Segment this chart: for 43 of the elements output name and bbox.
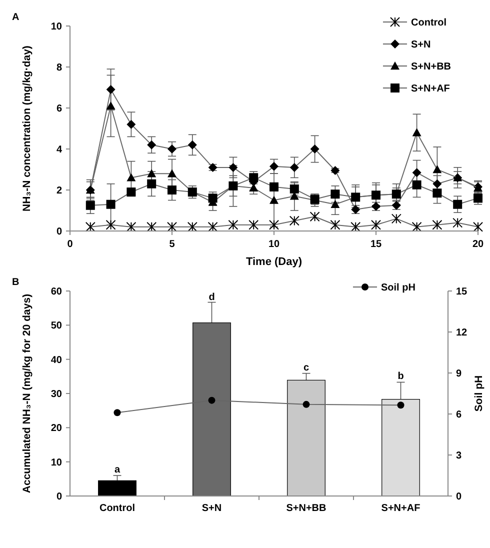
x-tick-label: 20	[472, 239, 484, 250]
y-tick-label: 8	[56, 62, 62, 74]
y-tick-label: 60	[50, 286, 62, 298]
x-tick-label: S+N+BB	[286, 503, 326, 514]
annotation: c	[303, 362, 310, 374]
x-axis-title: Time (Day)	[246, 256, 302, 268]
annotation: d	[208, 292, 215, 303]
y2-tick-label: 15	[456, 286, 468, 298]
y2-tick-label: 9	[456, 368, 462, 380]
x-tick-label: 0	[67, 239, 74, 250]
y-tick-label: 40	[50, 354, 62, 366]
y-tick-label: 10	[50, 22, 62, 32]
y-axis-title: NH₃-N concentration (mg/kg·day)	[21, 46, 33, 212]
x-tick-label: Control	[99, 503, 136, 514]
annotation: a	[114, 464, 120, 476]
text: B	[12, 277, 20, 288]
y-tick-label: 6	[56, 104, 62, 114]
y-tick-label: 0	[56, 492, 62, 502]
text: A	[12, 12, 20, 23]
y2-tick-label: 12	[456, 328, 468, 338]
y2-tick-label: 3	[456, 450, 462, 462]
y-axis-title: Accumulated NH₃-N (mg/kg for 20 days)	[21, 294, 33, 494]
y-tick-label: 0	[56, 226, 62, 238]
y-tick-label: 4	[56, 144, 62, 156]
y-tick-label: 2	[56, 186, 62, 196]
legend-label: S+N+AF	[411, 84, 450, 94]
y-tick-label: 10	[50, 457, 62, 468]
legend-label: S+N+BB	[411, 62, 452, 72]
annotation: b	[398, 371, 404, 382]
y2-axis-title: Soil pH	[473, 375, 485, 412]
y-tick-label: 20	[50, 423, 62, 434]
x-tick-label: 15	[370, 239, 382, 250]
x-tick-label: 5	[169, 239, 176, 250]
legend-label: Soil pH	[381, 282, 416, 294]
x-tick-label: S+N+AF	[381, 503, 420, 514]
legend-label: Control	[411, 18, 447, 28]
legend-label: S+N	[411, 40, 431, 50]
y-tick-label: 50	[50, 320, 62, 332]
y2-tick-label: 0	[456, 492, 462, 502]
x-tick-label: S+N	[202, 503, 222, 514]
y2-tick-label: 6	[456, 410, 462, 420]
y-tick-label: 30	[50, 389, 62, 400]
x-tick-label: 10	[268, 239, 280, 250]
